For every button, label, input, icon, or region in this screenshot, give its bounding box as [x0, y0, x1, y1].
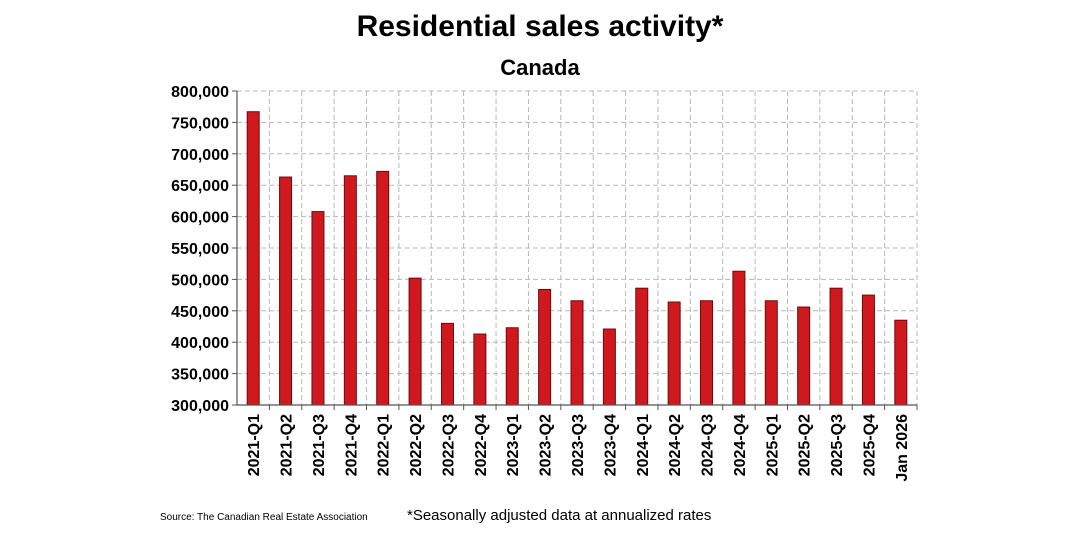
- x-tick-label: 2022-Q3: [440, 414, 457, 476]
- x-tick-label: 2023-Q1: [505, 414, 522, 476]
- bar: [440, 322, 454, 406]
- bar: [570, 300, 584, 406]
- bar: [894, 319, 908, 406]
- bar: [343, 175, 357, 406]
- x-tick-label: 2023-Q3: [570, 414, 587, 476]
- bar: [279, 176, 293, 406]
- bar: [732, 270, 746, 406]
- y-tick-label: 300,000: [171, 398, 229, 415]
- y-tick-label: 600,000: [171, 210, 229, 227]
- chart-subtitle: Canada: [500, 55, 580, 80]
- x-tick-label: 2024-Q4: [732, 414, 749, 476]
- x-tick-label: 2025-Q4: [861, 414, 878, 476]
- bar: [667, 301, 681, 406]
- y-tick-label: 700,000: [171, 147, 229, 164]
- y-tick-label: 400,000: [171, 335, 229, 352]
- x-tick-label: 2024-Q2: [667, 414, 684, 476]
- bar: [505, 327, 519, 406]
- x-tick-label: 2021-Q3: [311, 414, 328, 476]
- bar: [635, 287, 649, 406]
- bar: [602, 328, 616, 406]
- bar: [861, 294, 875, 406]
- x-tick-label: 2021-Q4: [343, 414, 360, 476]
- bar: [473, 333, 487, 406]
- y-tick-label: 500,000: [171, 272, 229, 289]
- y-tick-label: 550,000: [171, 241, 229, 258]
- bar: [311, 211, 325, 406]
- x-tick-label: 2022-Q2: [408, 414, 425, 476]
- bar: [764, 300, 778, 406]
- x-tick-labels: 2021-Q1 2021-Q2 2021-Q3 2021-Q4 2022-Q1 2022-…: [246, 414, 911, 482]
- x-tick-label: 2024-Q1: [635, 414, 652, 476]
- x-tick-label: 2021-Q2: [279, 414, 296, 476]
- x-tick-label: 2025-Q1: [764, 414, 781, 476]
- bar: [246, 111, 260, 406]
- y-tick-label: 750,000: [171, 115, 229, 132]
- y-tick-label: 650,000: [171, 178, 229, 195]
- x-tick-label: 2022-Q4: [473, 414, 490, 476]
- x-tick-label: 2022-Q1: [376, 414, 393, 476]
- x-tick-label: 2021-Q1: [246, 414, 263, 476]
- x-tick-label: 2025-Q3: [829, 414, 846, 476]
- x-tick-label: 2023-Q4: [602, 414, 619, 476]
- bars: [246, 111, 908, 406]
- chart-title: Residential sales activity*: [356, 10, 724, 43]
- x-tick-label: 2025-Q2: [797, 414, 814, 476]
- y-tick-label: 450,000: [171, 304, 229, 321]
- y-tick-label: 800,000: [171, 84, 229, 101]
- bar: [797, 306, 811, 406]
- bar: [700, 300, 714, 406]
- x-tick-label: Jan 2026: [894, 414, 911, 482]
- x-tick-label: 2023-Q2: [538, 414, 555, 476]
- bar: [829, 287, 843, 406]
- y-tick-label: 350,000: [171, 367, 229, 384]
- bar: [376, 170, 390, 406]
- bar: [408, 277, 422, 406]
- footnote: *Seasonally adjusted data at annualized …: [407, 507, 712, 524]
- bar: [538, 288, 552, 406]
- x-tick-label: 2024-Q3: [700, 414, 717, 476]
- y-tick-labels: 300,000 350,000 400,000 450,000 500,000 550,0…: [171, 84, 229, 415]
- axes: [232, 90, 918, 410]
- source-note: Source: The Canadian Real Estate Associa…: [160, 512, 368, 523]
